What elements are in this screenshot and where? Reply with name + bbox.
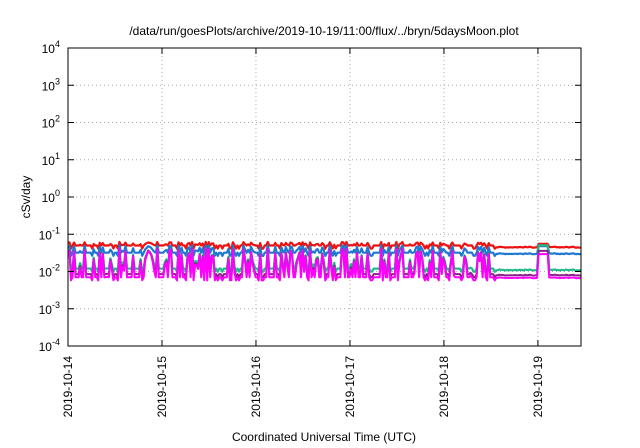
y-tick-exponent: 1 [55,151,60,161]
y-tick-exponent: -3 [52,300,60,310]
y-tick-exponent: 4 [55,39,60,49]
y-tick-base: 10 [39,303,53,317]
series-layer [67,240,582,282]
y-tick-base: 10 [39,340,53,354]
series-line [67,247,582,282]
y-tick-exponent: 2 [55,114,60,124]
y-tick-base: 10 [42,191,56,205]
x-tick-label: 2019-10-14 [61,356,75,418]
y-tick-label: 102 [42,114,60,131]
y-tick-label: 10-4 [39,337,60,354]
y-tick-base: 10 [39,228,53,242]
y-tick-base: 10 [42,79,56,93]
y-tick-base: 10 [39,266,53,280]
y-tick-exponent: 3 [55,76,60,86]
x-axis-label: Coordinated Universal Time (UTC) [232,430,416,444]
x-tick-label: 2019-10-16 [249,356,263,418]
x-tick-label: 2019-10-19 [531,356,545,418]
y-tick-label: 10-2 [39,263,60,280]
y-tick-base: 10 [42,117,56,131]
series-line [67,240,582,250]
y-tick-exponent: 0 [55,188,60,198]
x-tick-label: 2019-10-15 [155,356,169,418]
x-tick-label: 2019-10-18 [437,356,451,418]
y-axis-label: cSv/day [19,176,33,219]
y-tick-base: 10 [42,154,56,168]
y-tick-label: 101 [42,151,60,168]
y-tick-exponent: -1 [52,225,60,235]
x-tick-label: 2019-10-17 [343,356,357,418]
y-tick-label: 103 [42,76,60,93]
y-tick-label: 10-3 [39,300,60,317]
x-axis: 2019-10-14 2019-10-15 2019-10-16 2019-10-17… [61,48,545,417]
y-tick-label: 100 [42,188,60,205]
series-line [67,244,582,257]
y-tick-label: 104 [42,39,60,56]
y-tick-exponent: -2 [52,263,60,273]
chart-title: /data/run/goesPlots/archive/2019-10-19/1… [129,24,519,38]
y-tick-exponent: -4 [52,337,60,347]
y-tick-base: 10 [42,42,56,56]
y-tick-label: 10-1 [39,225,60,242]
grid [68,48,581,346]
